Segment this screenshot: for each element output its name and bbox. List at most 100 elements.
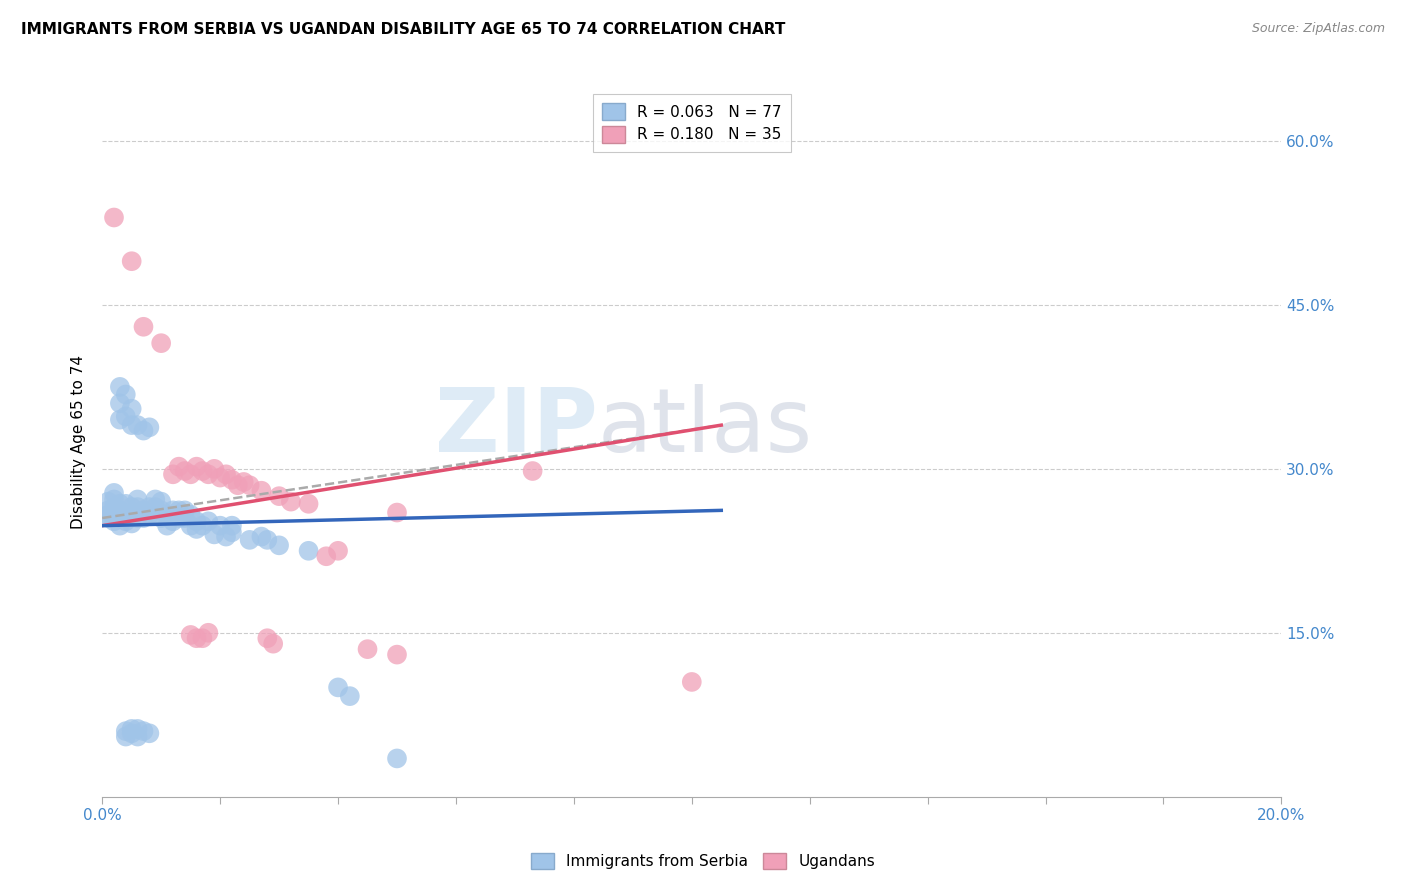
Point: [239, 478, 262, 492]
Point: [121, 254, 143, 268]
Text: atlas: atlas: [598, 384, 813, 471]
Point: [121, 722, 143, 736]
Text: Source: ZipAtlas.com: Source: ZipAtlas.com: [1251, 22, 1385, 36]
Point: [138, 500, 160, 514]
Point: [202, 462, 225, 476]
Point: [267, 538, 290, 552]
Point: [121, 500, 143, 514]
Point: [143, 500, 166, 514]
Point: [226, 478, 249, 492]
Point: [215, 467, 238, 482]
Point: [108, 503, 131, 517]
Point: [167, 503, 190, 517]
Point: [209, 470, 232, 484]
Point: [522, 464, 544, 478]
Point: [138, 508, 160, 522]
Point: [138, 726, 160, 740]
Point: [150, 511, 173, 525]
Point: [202, 527, 225, 541]
Text: IMMIGRANTS FROM SERBIA VS UGANDAN DISABILITY AGE 65 TO 74 CORRELATION CHART: IMMIGRANTS FROM SERBIA VS UGANDAN DISABI…: [21, 22, 786, 37]
Point: [127, 722, 149, 736]
Point: [103, 514, 125, 528]
Point: [326, 543, 349, 558]
Point: [132, 319, 155, 334]
Point: [197, 514, 219, 528]
Point: [197, 625, 219, 640]
Point: [186, 631, 208, 645]
Point: [97, 508, 120, 522]
Point: [356, 642, 378, 657]
Point: [232, 475, 254, 489]
Point: [173, 464, 195, 478]
Point: [250, 483, 273, 498]
Point: [127, 492, 149, 507]
Point: [221, 473, 243, 487]
Point: [180, 508, 202, 522]
Point: [114, 730, 136, 744]
Point: [209, 518, 232, 533]
Point: [132, 724, 155, 739]
Point: [127, 418, 149, 433]
Point: [127, 500, 149, 514]
Legend: Immigrants from Serbia, Ugandans: Immigrants from Serbia, Ugandans: [524, 847, 882, 875]
Point: [385, 648, 408, 662]
Point: [162, 467, 184, 482]
Point: [143, 508, 166, 522]
Point: [103, 508, 125, 522]
Point: [114, 387, 136, 401]
Point: [103, 500, 125, 514]
Point: [103, 486, 125, 500]
Point: [215, 530, 238, 544]
Y-axis label: Disability Age 65 to 74: Disability Age 65 to 74: [72, 354, 86, 529]
Point: [681, 674, 703, 689]
Point: [97, 511, 120, 525]
Point: [143, 492, 166, 507]
Point: [114, 497, 136, 511]
Point: [121, 726, 143, 740]
Point: [127, 511, 149, 525]
Point: [121, 401, 143, 416]
Point: [121, 508, 143, 522]
Point: [108, 511, 131, 525]
Point: [180, 467, 202, 482]
Point: [315, 549, 337, 564]
Point: [97, 503, 120, 517]
Point: [221, 525, 243, 540]
Point: [114, 409, 136, 424]
Point: [186, 522, 208, 536]
Point: [326, 681, 349, 695]
Point: [385, 506, 408, 520]
Point: [297, 497, 319, 511]
Point: [173, 503, 195, 517]
Legend: R = 0.063   N = 77, R = 0.180   N = 35: R = 0.063 N = 77, R = 0.180 N = 35: [593, 94, 790, 152]
Point: [173, 511, 195, 525]
Point: [162, 503, 184, 517]
Point: [250, 530, 273, 544]
Point: [108, 518, 131, 533]
Point: [150, 494, 173, 508]
Text: ZIP: ZIP: [434, 384, 598, 471]
Point: [156, 508, 179, 522]
Point: [256, 533, 278, 547]
Point: [267, 489, 290, 503]
Point: [108, 396, 131, 410]
Point: [108, 412, 131, 426]
Point: [114, 724, 136, 739]
Point: [103, 492, 125, 507]
Point: [162, 514, 184, 528]
Point: [385, 751, 408, 765]
Point: [186, 514, 208, 528]
Point: [221, 518, 243, 533]
Point: [114, 514, 136, 528]
Point: [197, 467, 219, 482]
Point: [127, 730, 149, 744]
Point: [150, 336, 173, 351]
Point: [180, 518, 202, 533]
Point: [167, 511, 190, 525]
Point: [108, 380, 131, 394]
Point: [114, 508, 136, 522]
Point: [103, 211, 125, 225]
Point: [132, 424, 155, 438]
Point: [167, 459, 190, 474]
Point: [132, 503, 155, 517]
